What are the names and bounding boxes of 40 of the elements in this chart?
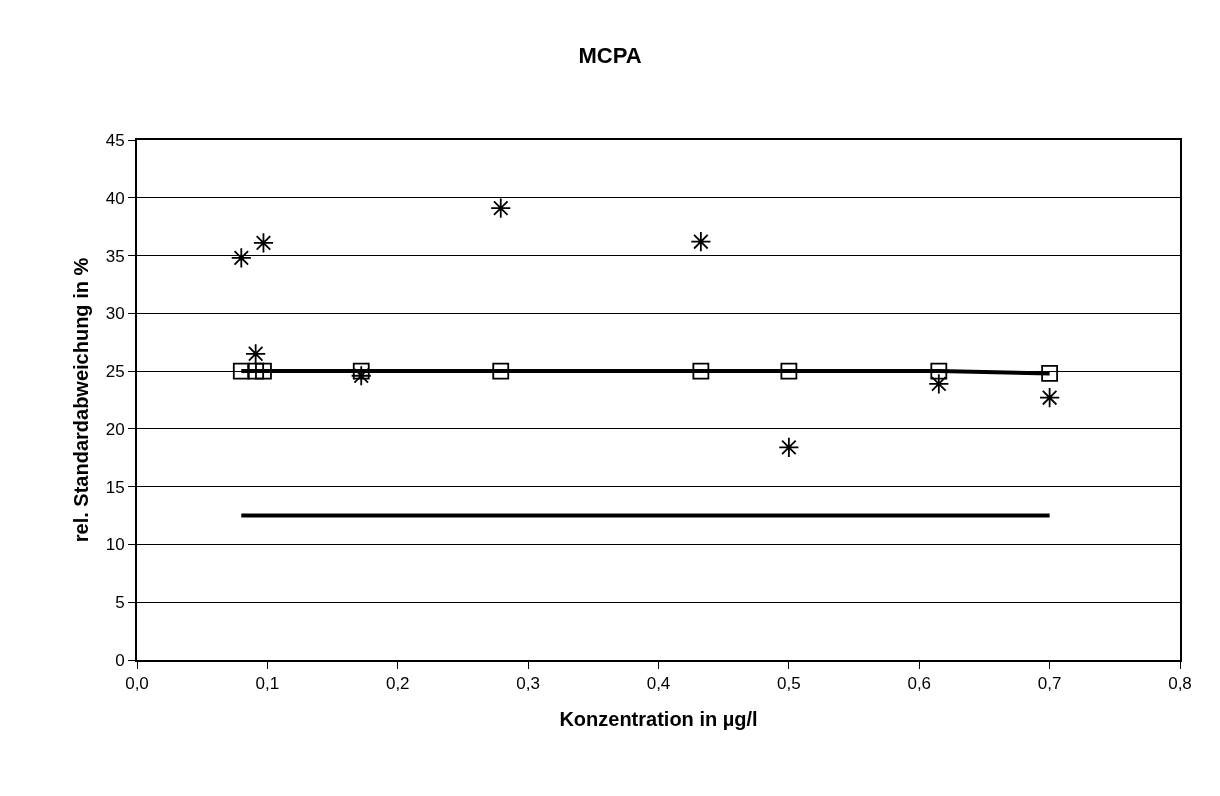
point: [490, 197, 512, 219]
point: [492, 362, 510, 380]
x-tick-label: 0,1: [255, 674, 280, 694]
y-tick-label: 10: [105, 535, 125, 555]
point: [245, 343, 267, 365]
x-tick-label: 0,3: [516, 674, 540, 694]
point: [232, 362, 250, 380]
y-tick-label: 35: [105, 246, 125, 266]
point: [350, 365, 372, 387]
point: [778, 436, 800, 458]
x-tick-label: 0,0: [125, 674, 149, 694]
point: [928, 373, 950, 395]
point: [690, 231, 712, 253]
x-tick-label: 0,6: [907, 674, 932, 694]
x-tick-label: 0,8: [1168, 674, 1192, 694]
x-tick-label: 0,7: [1037, 674, 1062, 694]
point: [247, 362, 265, 380]
point: [230, 247, 252, 269]
x-tick-label: 0,5: [777, 674, 801, 694]
point: [352, 362, 370, 380]
y-tick-label: 30: [105, 304, 125, 324]
y-tick-label: 25: [105, 362, 125, 382]
chart-title: MCPA: [578, 43, 642, 69]
point: [692, 362, 710, 380]
x-axis-title: Konzentration in µg/l: [559, 708, 758, 731]
y-tick-label: 20: [105, 419, 125, 439]
y-tick-label: 15: [105, 477, 125, 497]
point: [930, 362, 948, 380]
y-tick-label: 0: [115, 650, 125, 670]
point: [1041, 365, 1059, 382]
point: [255, 362, 272, 380]
x-tick-label: 0,4: [646, 674, 671, 694]
point: [1039, 387, 1061, 409]
y-tick-label: 40: [105, 188, 125, 208]
point: [252, 232, 274, 254]
point: [780, 362, 798, 380]
y-tick-label: 45: [105, 130, 125, 150]
y-axis-title: rel. Standardabweichung in %: [69, 257, 92, 543]
x-tick-label: 0,2: [385, 674, 410, 694]
y-tick-label: 5: [115, 593, 125, 613]
